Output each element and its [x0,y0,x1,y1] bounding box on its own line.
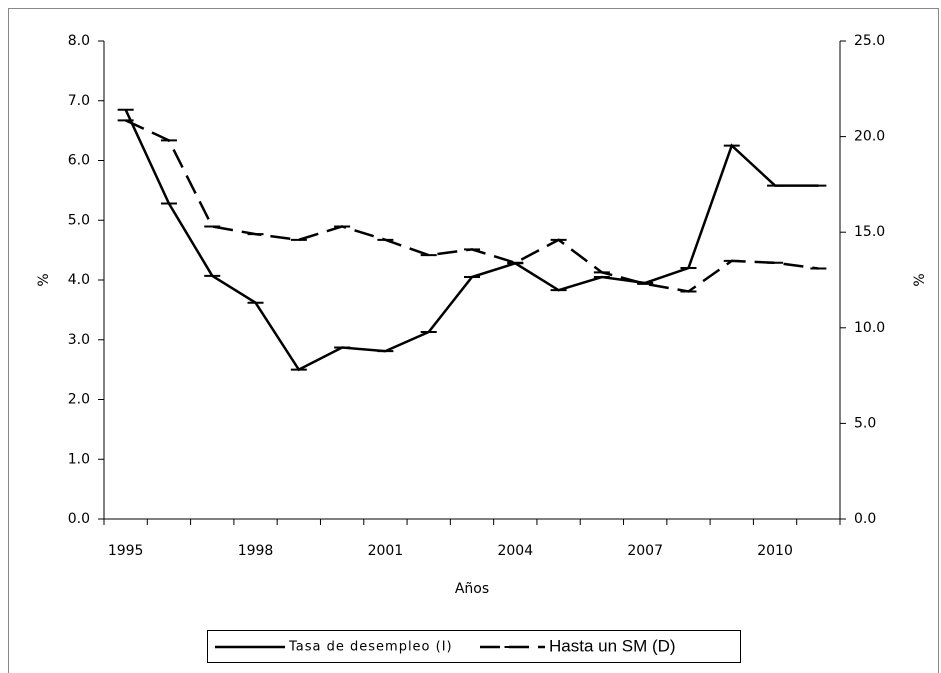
y-tick-label: 1.0 [68,451,90,467]
legend-label: Hasta un SM (D) [549,636,676,655]
x-tick-label: 2010 [757,543,793,559]
y2-tick-label: 0.0 [854,511,876,527]
y-tick-label: 2.0 [68,392,90,408]
x-tick-label: 2007 [627,543,663,559]
y2-tick-label: 10.0 [854,320,885,336]
chart-frame [8,8,939,673]
y-tick-label: 5.0 [68,212,90,228]
y-tick-label: 0.0 [68,511,90,527]
legend [207,630,741,663]
y-tick-label: 8.0 [68,33,90,49]
y2-tick-label: 15.0 [854,224,885,240]
x-tick-label: 2001 [368,543,404,559]
y2-tick-label: 5.0 [854,415,876,431]
x-tick-label: 1998 [238,543,274,559]
y2-axis-label: % [912,273,928,286]
y-axis-label: % [36,273,52,286]
y-tick-label: 4.0 [68,272,90,288]
y-tick-label: 7.0 [68,93,90,109]
x-axis-label: Años [455,581,489,597]
y-tick-label: 6.0 [68,153,90,169]
y2-tick-label: 20.0 [854,129,885,145]
legend-label: Tasa de desempleo (I) [288,640,453,655]
y2-tick-label: 25.0 [854,33,885,49]
y-tick-label: 3.0 [68,332,90,348]
x-tick-label: 2004 [497,543,533,559]
x-tick-label: 1995 [108,543,144,559]
